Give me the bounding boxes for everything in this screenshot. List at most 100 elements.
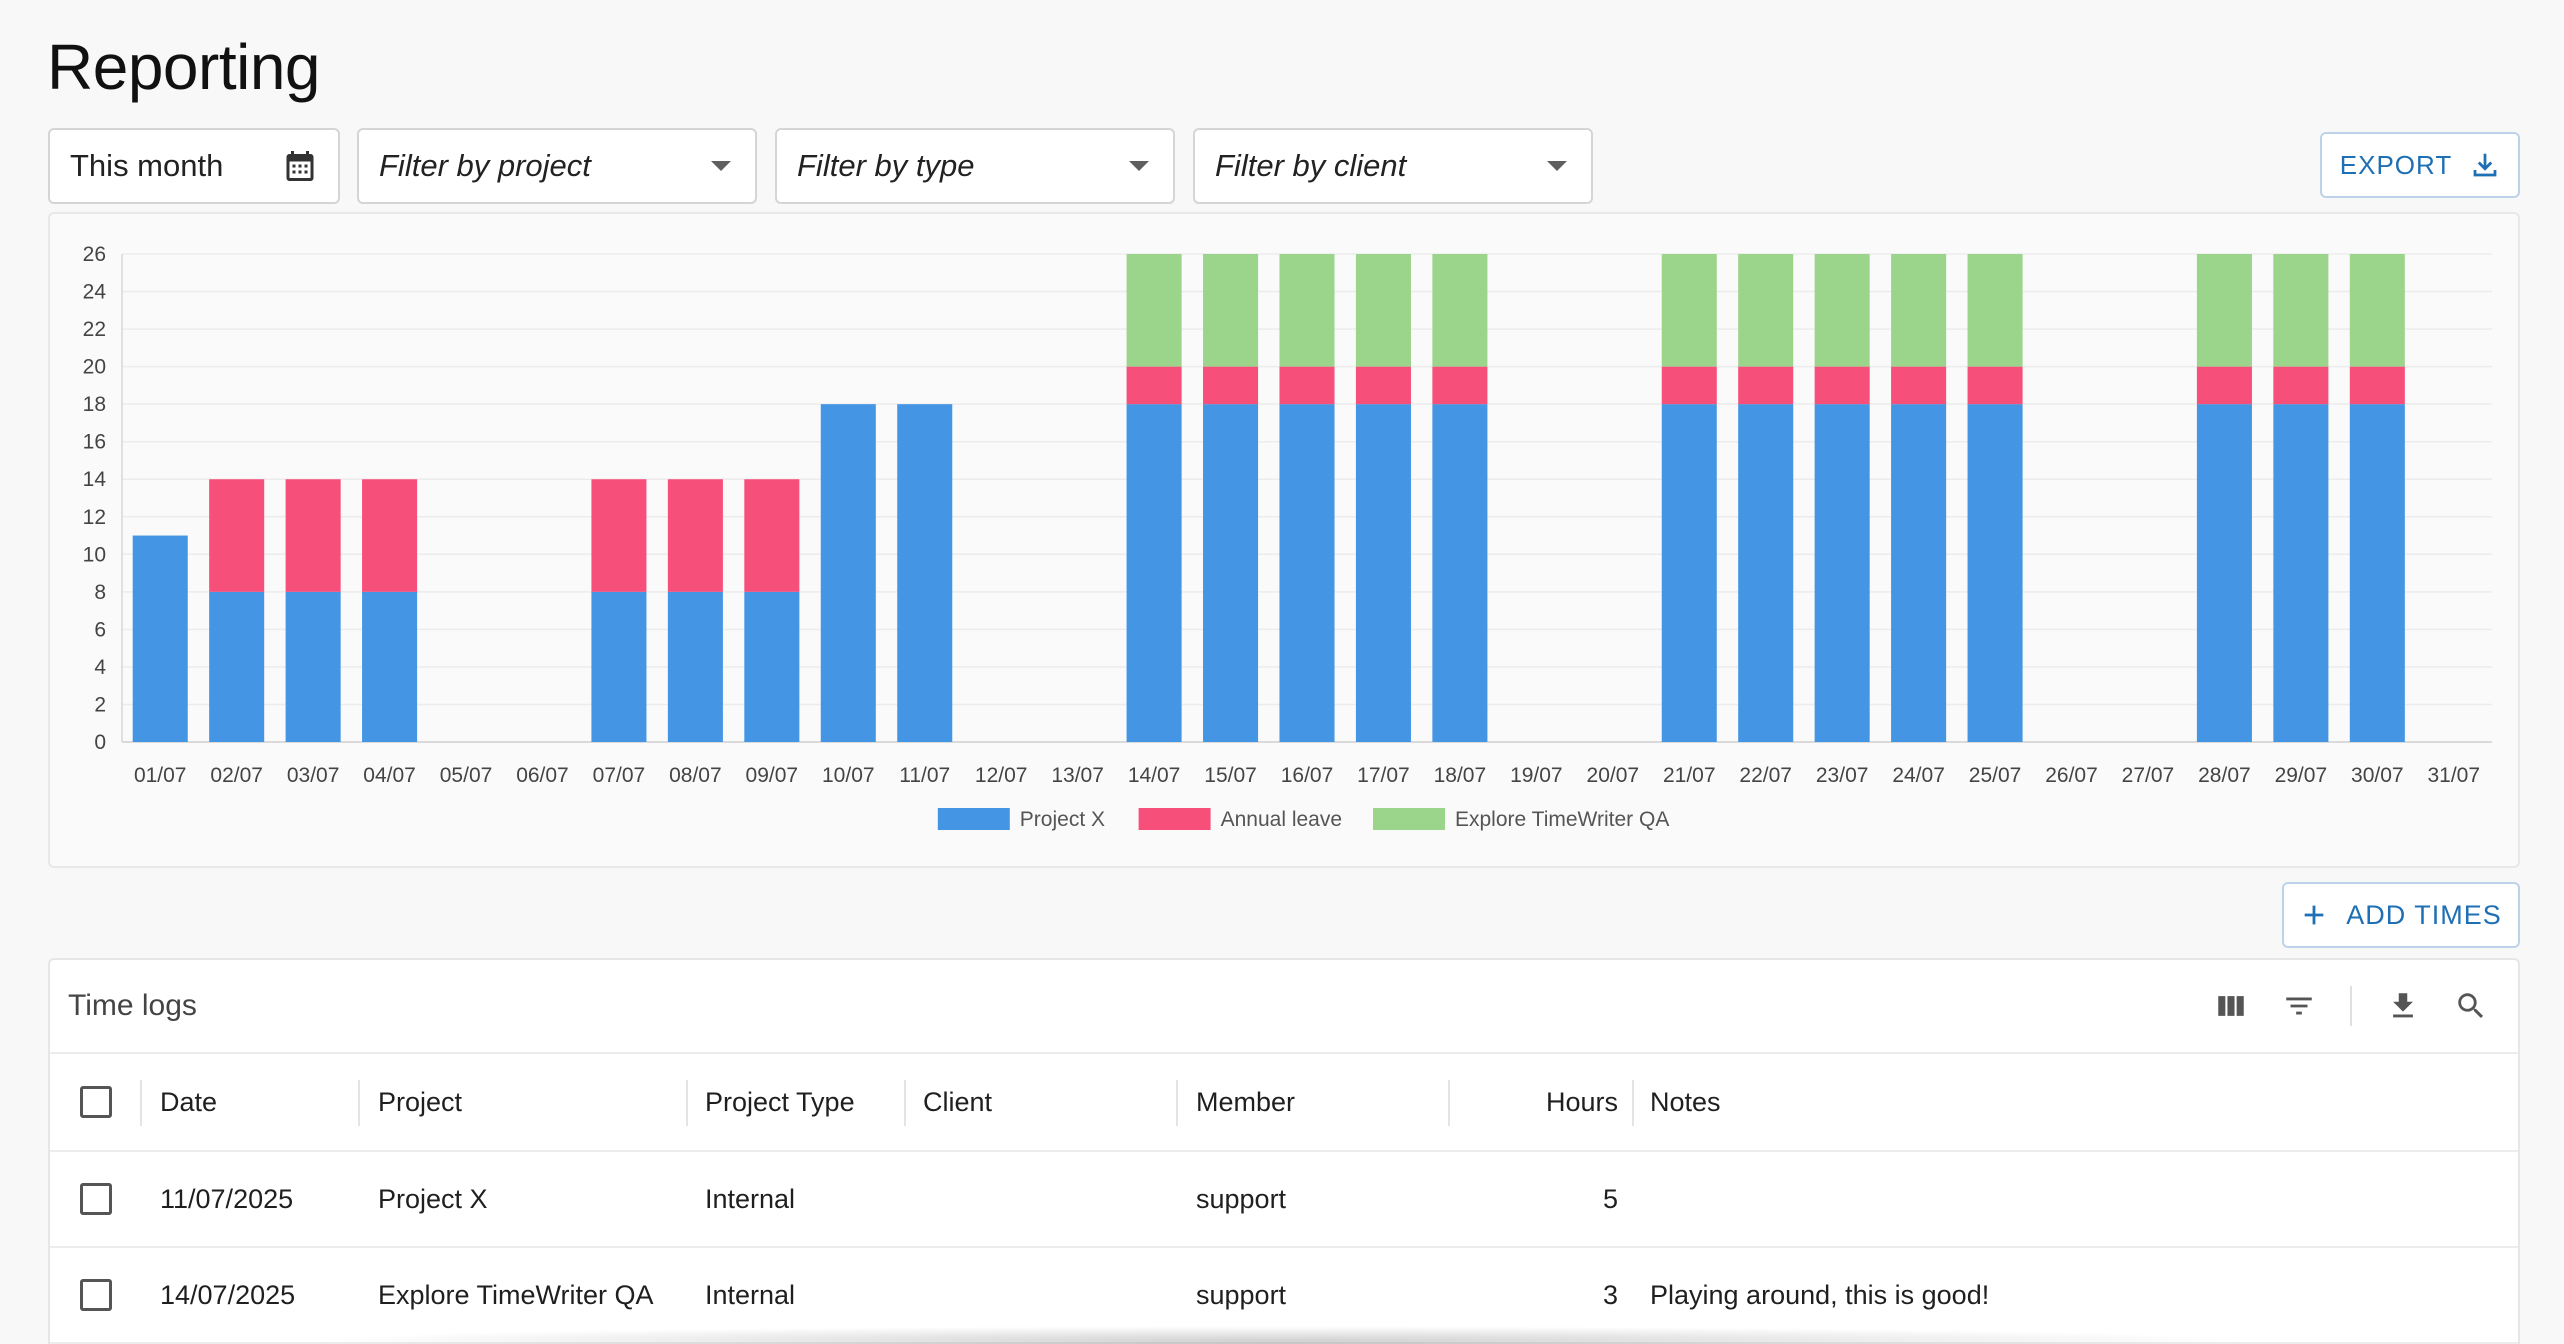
row-member: support xyxy=(1196,1279,1287,1310)
x-tick-label: 29/07 xyxy=(2275,764,2328,787)
y-tick-label: 0 xyxy=(94,731,106,754)
column-header-client[interactable]: Client xyxy=(923,1086,993,1117)
x-tick-label: 03/07 xyxy=(287,764,340,787)
y-tick-label: 16 xyxy=(83,431,106,454)
date-range-filter[interactable]: This month xyxy=(48,128,340,204)
columns-icon[interactable] xyxy=(2214,989,2248,1023)
x-tick-label: 10/07 xyxy=(822,764,875,787)
legend-swatch xyxy=(1373,808,1445,830)
bar-project-x xyxy=(1203,404,1259,742)
bar-explore-timewriter-qa xyxy=(1279,254,1335,367)
table-title: Time logs xyxy=(68,989,197,1022)
project-filter[interactable]: Filter by project xyxy=(357,128,757,204)
column-header-project[interactable]: Project xyxy=(378,1086,463,1117)
bar-explore-timewriter-qa xyxy=(1203,254,1259,367)
y-tick-label: 4 xyxy=(94,656,106,679)
export-button[interactable]: EXPORT xyxy=(2320,132,2520,198)
row-member: support xyxy=(1196,1183,1287,1214)
bar-project-x xyxy=(1355,404,1411,742)
x-tick-label: 27/07 xyxy=(2122,764,2175,787)
x-tick-label: 01/07 xyxy=(134,764,187,787)
bar-explore-timewriter-qa xyxy=(1661,254,1717,367)
x-tick-label: 19/07 xyxy=(1510,764,1563,787)
y-tick-label: 22 xyxy=(83,318,106,341)
bar-annual-leave xyxy=(362,479,418,592)
bar-annual-leave xyxy=(744,479,800,592)
y-tick-label: 18 xyxy=(83,393,106,416)
bar-annual-leave xyxy=(1432,366,1488,405)
row-hours: 3 xyxy=(1602,1279,1618,1310)
bar-project-x xyxy=(1891,404,1947,742)
x-tick-label: 18/07 xyxy=(1434,764,1487,787)
bar-explore-timewriter-qa xyxy=(1355,254,1411,367)
bar-project-x xyxy=(2196,404,2252,742)
filter-icon[interactable] xyxy=(2282,989,2316,1023)
select-all-checkbox[interactable] xyxy=(80,1086,112,1118)
row-project: Explore TimeWriter QA xyxy=(378,1279,654,1310)
type-filter[interactable]: Filter by type xyxy=(775,128,1175,204)
x-tick-label: 02/07 xyxy=(210,764,263,787)
bar-project-x xyxy=(1967,404,2023,742)
bar-project-x xyxy=(132,535,188,742)
y-tick-label: 24 xyxy=(83,281,107,304)
y-tick-label: 26 xyxy=(83,243,106,266)
bar-project-x xyxy=(362,591,418,742)
x-tick-label: 05/07 xyxy=(440,764,493,787)
x-tick-label: 24/07 xyxy=(1892,764,1945,787)
bar-explore-timewriter-qa xyxy=(2196,254,2252,367)
add-times-button[interactable]: ADD TIMES xyxy=(2282,882,2520,948)
calendar-icon[interactable] xyxy=(282,146,318,186)
table-header-row: Date Project Project Type Client Member … xyxy=(50,1054,2518,1152)
column-divider xyxy=(904,1080,906,1126)
column-divider xyxy=(1448,1080,1450,1126)
x-tick-label: 09/07 xyxy=(746,764,799,787)
column-header-project-type[interactable]: Project Type xyxy=(705,1086,855,1117)
y-tick-label: 12 xyxy=(83,506,106,529)
download-icon[interactable] xyxy=(2386,989,2420,1023)
search-icon[interactable] xyxy=(2454,989,2488,1023)
bar-project-x xyxy=(285,591,341,742)
legend-swatch xyxy=(1138,808,1211,830)
table-toolbar: Time logs xyxy=(50,960,2518,1054)
bar-annual-leave xyxy=(1661,366,1717,405)
export-label: EXPORT xyxy=(2339,149,2453,180)
client-filter[interactable]: Filter by client xyxy=(1193,128,1593,204)
time-logs-table: Time logs Date Project Project Type Clie… xyxy=(48,958,2520,1344)
column-header-date[interactable]: Date xyxy=(160,1086,218,1117)
bar-annual-leave xyxy=(1126,366,1182,405)
row-notes: Playing around, this is good! xyxy=(1650,1279,1990,1310)
column-header-hours[interactable]: Hours xyxy=(1545,1086,1618,1117)
bar-explore-timewriter-qa xyxy=(2273,254,2329,367)
column-divider xyxy=(1176,1080,1178,1126)
column-header-member[interactable]: Member xyxy=(1196,1086,1296,1117)
x-tick-label: 26/07 xyxy=(2045,764,2098,787)
row-project-type: Internal xyxy=(705,1183,796,1214)
table-row[interactable]: 14/07/2025 Explore TimeWriter QA Interna… xyxy=(50,1248,2518,1344)
bar-project-x xyxy=(744,591,800,742)
bar-project-x xyxy=(1279,404,1335,742)
row-date: 11/07/2025 xyxy=(160,1183,294,1214)
row-hours: 5 xyxy=(1602,1183,1618,1214)
legend-swatch xyxy=(937,808,1010,830)
row-checkbox[interactable] xyxy=(80,1183,112,1215)
bar-project-x xyxy=(820,404,876,742)
bar-project-x xyxy=(591,591,647,742)
bar-annual-leave xyxy=(2273,366,2329,405)
bar-explore-timewriter-qa xyxy=(1738,254,1794,367)
page-title: Reporting xyxy=(47,31,321,103)
bar-project-x xyxy=(1738,404,1794,742)
y-tick-label: 6 xyxy=(94,618,106,641)
row-project: Project X xyxy=(378,1183,488,1214)
x-tick-label: 14/07 xyxy=(1128,764,1181,787)
download-icon xyxy=(2473,153,2497,177)
date-range-value: This month xyxy=(70,148,224,183)
legend-label: Annual leave xyxy=(1221,808,1342,831)
x-tick-label: 16/07 xyxy=(1281,764,1334,787)
column-header-notes[interactable]: Notes xyxy=(1650,1086,1721,1117)
table-row[interactable]: 11/07/2025 Project X Internal support 5 xyxy=(50,1152,2518,1248)
bar-project-x xyxy=(2349,404,2405,742)
row-checkbox[interactable] xyxy=(80,1279,112,1311)
bar-annual-leave xyxy=(591,479,647,592)
x-tick-label: 04/07 xyxy=(363,764,416,787)
